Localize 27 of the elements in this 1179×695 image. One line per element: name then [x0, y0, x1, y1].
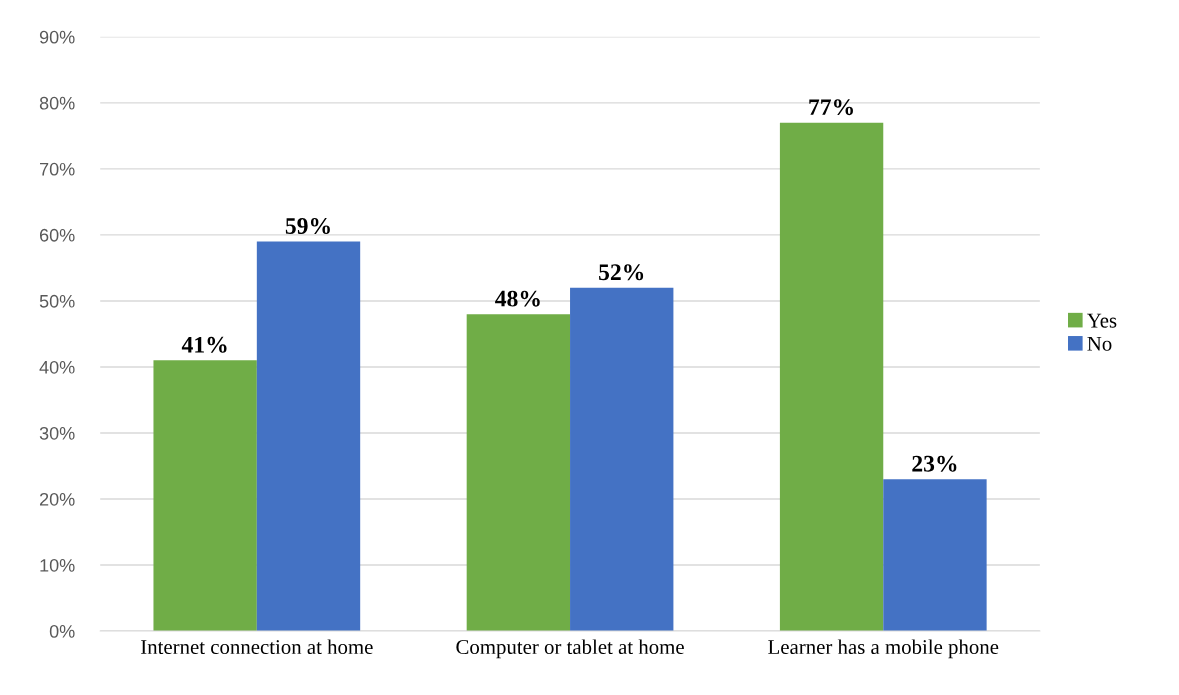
bar [153, 360, 257, 632]
legend-label: No [1087, 336, 1112, 351]
y-tick-label: 20% [39, 492, 75, 506]
data-label: 48% [495, 290, 540, 307]
legend-label: Yes [1087, 313, 1117, 328]
x-tick-label: Computer or tablet at home [456, 639, 684, 659]
y-tick-label: 50% [39, 294, 75, 308]
y-tick-label: 40% [39, 360, 75, 374]
y-tick-label: 80% [39, 96, 75, 110]
data-label: 77% [809, 99, 853, 116]
y-tick-label: 70% [40, 162, 75, 176]
bar [883, 479, 987, 632]
y-tick-label: 30% [39, 426, 75, 440]
x-tick-label: Learner has a mobile phone [768, 639, 999, 659]
y-tick-label: 60% [40, 228, 75, 242]
x-tick-label: Internet connection at home [141, 639, 373, 655]
bar [570, 287, 674, 632]
y-tick-label: 90% [39, 30, 75, 44]
data-label: 52% [599, 264, 644, 281]
y-tick-label: 0% [49, 624, 75, 638]
bar [466, 314, 571, 632]
bar [779, 122, 884, 632]
data-label: 59% [285, 218, 330, 235]
bar [256, 241, 361, 632]
y-tick-label: 10% [40, 558, 75, 572]
data-label: 41% [181, 336, 227, 353]
data-label: 23% [912, 455, 957, 472]
